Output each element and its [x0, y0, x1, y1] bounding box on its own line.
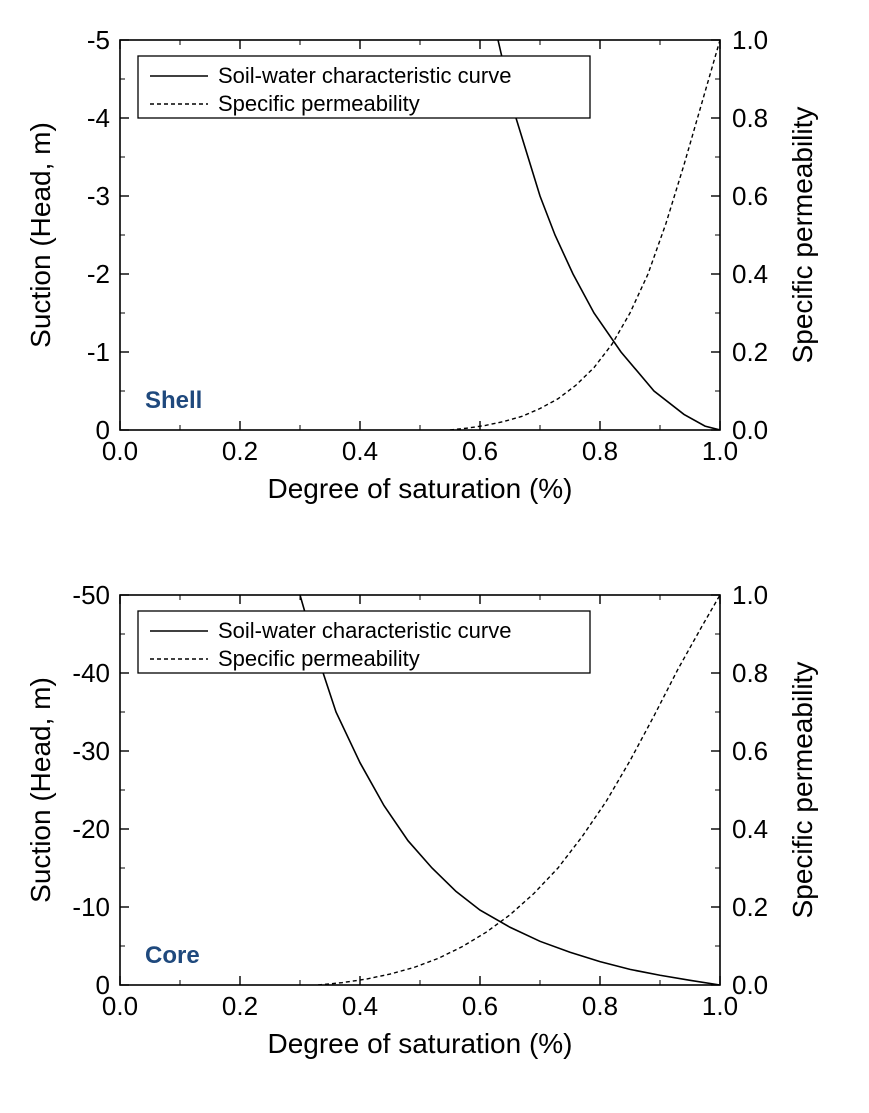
legend: Soil-water characteristic curve Specific … [138, 611, 590, 673]
x-tick-label: 0.6 [462, 436, 498, 466]
y1-axis-label: Suction (Head, m) [25, 122, 56, 348]
y1-tick-label: -4 [87, 103, 110, 133]
legend-label: Specific permeability [218, 91, 420, 116]
y2-tick-label: 0.8 [732, 658, 768, 688]
x-tick-label: 0.4 [342, 436, 378, 466]
panel-annotation: Shell [145, 387, 202, 414]
y2-tick-label: 1.0 [732, 25, 768, 55]
y1-tick-label: 0 [96, 415, 110, 445]
y1-tick-label: -40 [72, 658, 110, 688]
y1-tick-label: 0 [96, 970, 110, 1000]
y2-axis-label: Specific permeability [787, 107, 818, 364]
y2-tick-label: 0.4 [732, 259, 768, 289]
x-tick-label: 0.2 [222, 991, 258, 1021]
y2-tick-label: 0.8 [732, 103, 768, 133]
y1-tick-label: -20 [72, 814, 110, 844]
y2-tick-label: 0.6 [732, 736, 768, 766]
y2-tick-label: 0.0 [732, 415, 768, 445]
y2-tick-label: 0.6 [732, 181, 768, 211]
x-tick-label: 0.8 [582, 436, 618, 466]
y2-axis-label: Specific permeability [787, 662, 818, 919]
y2-tick-label: 0.2 [732, 337, 768, 367]
chart-panel-shell: 0.00.20.40.60.81.00-1-2-3-4-50.00.20.40.… [0, 0, 869, 540]
x-axis-label: Degree of saturation (%) [267, 473, 572, 504]
y1-tick-label: -5 [87, 25, 110, 55]
x-axis-label: Degree of saturation (%) [267, 1028, 572, 1059]
y2-tick-label: 0.0 [732, 970, 768, 1000]
y1-tick-label: -50 [72, 580, 110, 610]
x-tick-label: 0.8 [582, 991, 618, 1021]
y1-tick-label: -3 [87, 181, 110, 211]
y1-tick-label: -10 [72, 892, 110, 922]
y1-axis-label: Suction (Head, m) [25, 677, 56, 903]
y2-tick-label: 1.0 [732, 580, 768, 610]
x-tick-label: 0.4 [342, 991, 378, 1021]
chart-panel-core: 0.00.20.40.60.81.00-10-20-30-40-500.00.2… [0, 555, 869, 1095]
y1-tick-label: -2 [87, 259, 110, 289]
legend-label: Specific permeability [218, 646, 420, 671]
panel-annotation: Core [145, 942, 200, 969]
y1-tick-label: -1 [87, 337, 110, 367]
legend-label: Soil-water characteristic curve [218, 63, 511, 88]
legend: Soil-water characteristic curve Specific … [138, 56, 590, 118]
legend-label: Soil-water characteristic curve [218, 618, 511, 643]
y1-tick-label: -30 [72, 736, 110, 766]
x-tick-label: 0.6 [462, 991, 498, 1021]
y2-tick-label: 0.4 [732, 814, 768, 844]
y2-tick-label: 0.2 [732, 892, 768, 922]
x-tick-label: 0.2 [222, 436, 258, 466]
